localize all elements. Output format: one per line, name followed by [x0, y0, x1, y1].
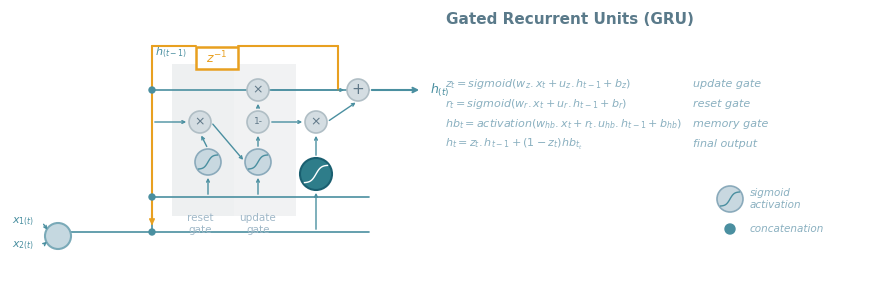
Text: memory gate: memory gate: [693, 119, 768, 129]
Circle shape: [189, 111, 211, 133]
Text: $h_{(t)}$: $h_{(t)}$: [430, 81, 449, 99]
Text: $hb_t = activation(w_{hb}.x_t + r_t.u_{hb}.h_{t-1} + b_{hb})$: $hb_t = activation(w_{hb}.x_t + r_t.u_{h…: [445, 117, 682, 131]
FancyBboxPatch shape: [196, 47, 238, 69]
Circle shape: [300, 158, 332, 190]
Text: 1-: 1-: [254, 118, 263, 126]
Circle shape: [247, 111, 269, 133]
Text: reset gate: reset gate: [693, 99, 750, 109]
Circle shape: [45, 223, 71, 249]
FancyBboxPatch shape: [234, 64, 296, 216]
Text: $h_{(t-1)}$: $h_{(t-1)}$: [155, 46, 187, 60]
Text: ×: ×: [311, 116, 322, 129]
Text: sigmoid
activation: sigmoid activation: [750, 188, 802, 210]
Circle shape: [149, 229, 155, 235]
Text: reset
gate: reset gate: [187, 213, 213, 235]
Text: Gated Recurrent Units (GRU): Gated Recurrent Units (GRU): [446, 12, 694, 27]
Circle shape: [247, 79, 269, 101]
FancyBboxPatch shape: [172, 64, 234, 216]
Circle shape: [717, 186, 743, 212]
Text: ×: ×: [195, 116, 205, 129]
Circle shape: [725, 224, 735, 234]
Circle shape: [305, 111, 327, 133]
Circle shape: [149, 194, 155, 200]
Circle shape: [347, 79, 369, 101]
Text: $r_t = sigmoid(w_r.x_t + u_r.h_{t-1} + b_r)$: $r_t = sigmoid(w_r.x_t + u_r.h_{t-1} + b…: [445, 97, 627, 111]
Text: $z_t = sigmoid(w_z.x_t + u_z.h_{t-1} + b_z)$: $z_t = sigmoid(w_z.x_t + u_z.h_{t-1} + b…: [445, 77, 632, 91]
Circle shape: [149, 87, 155, 93]
Text: concatenation: concatenation: [750, 224, 824, 234]
Text: +: +: [352, 81, 364, 96]
Text: ×: ×: [253, 84, 263, 96]
Circle shape: [195, 149, 221, 175]
Text: $z^{-1}$: $z^{-1}$: [207, 50, 227, 66]
Text: $x_{1(t)}$: $x_{1(t)}$: [12, 216, 34, 228]
Circle shape: [245, 149, 271, 175]
Text: update gate: update gate: [693, 79, 761, 89]
Text: $x_{2(t)}$: $x_{2(t)}$: [12, 240, 34, 252]
Text: final output: final output: [693, 139, 757, 149]
Text: $h_t = z_t.h_{t-1} + (1-z_t)hb_{t_t}$: $h_t = z_t.h_{t-1} + (1-z_t)hb_{t_t}$: [445, 136, 583, 151]
Text: update
gate: update gate: [240, 213, 276, 235]
